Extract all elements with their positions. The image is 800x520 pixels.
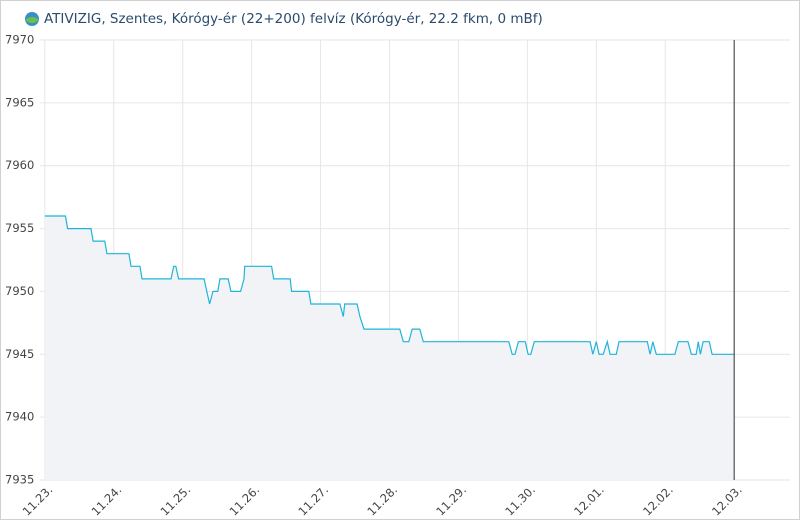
y-tick-label: 7960 xyxy=(5,158,34,172)
y-tick-label: 7950 xyxy=(5,284,34,298)
y-tick-label: 7935 xyxy=(5,473,34,487)
y-tick-label: 7945 xyxy=(5,347,34,361)
y-tick-label: 7965 xyxy=(5,95,34,109)
y-tick-label: 7940 xyxy=(5,410,34,424)
chart-title: ATIVIZIG, Szentes, Kórógy-ér (22+200) fe… xyxy=(44,11,543,27)
logo xyxy=(25,12,39,26)
y-tick-label: 7970 xyxy=(5,33,34,47)
area xyxy=(44,216,735,480)
line xyxy=(44,215,735,355)
y-tick-label: 7955 xyxy=(5,221,34,235)
